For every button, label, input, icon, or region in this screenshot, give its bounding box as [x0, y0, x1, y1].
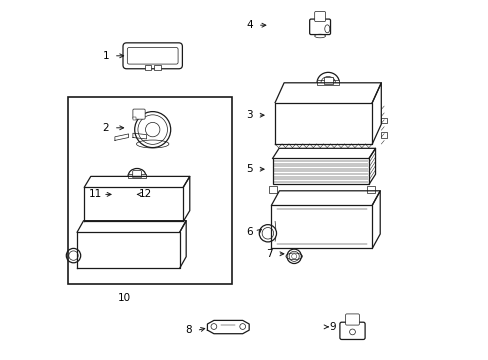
Text: 10: 10	[117, 293, 130, 303]
FancyBboxPatch shape	[309, 19, 330, 35]
Bar	[268, 186, 276, 193]
Bar	[133, 117, 136, 120]
Text: 7: 7	[266, 249, 272, 259]
FancyBboxPatch shape	[339, 322, 365, 339]
Text: 6: 6	[246, 227, 253, 237]
Text: 2: 2	[102, 123, 109, 133]
Bar	[366, 186, 374, 193]
Bar	[323, 77, 332, 84]
Text: 3: 3	[246, 110, 253, 120]
FancyBboxPatch shape	[345, 314, 359, 325]
Text: 9: 9	[329, 322, 335, 332]
Bar	[316, 80, 339, 85]
Text: 8: 8	[185, 325, 192, 336]
Text: 4: 4	[246, 20, 253, 30]
Bar	[154, 65, 160, 70]
Ellipse shape	[259, 225, 276, 242]
Bar	[380, 118, 386, 123]
Bar	[68, 97, 231, 284]
Ellipse shape	[262, 228, 273, 239]
FancyBboxPatch shape	[133, 109, 145, 119]
Bar	[128, 174, 146, 178]
FancyBboxPatch shape	[123, 43, 182, 69]
Text: 5: 5	[246, 164, 253, 174]
Text: 12: 12	[139, 189, 152, 199]
FancyBboxPatch shape	[132, 171, 141, 178]
Bar	[272, 158, 368, 184]
Text: 1: 1	[102, 51, 109, 61]
Bar	[380, 132, 386, 138]
FancyBboxPatch shape	[314, 12, 325, 22]
Text: 11: 11	[88, 189, 102, 199]
Bar	[144, 65, 151, 70]
